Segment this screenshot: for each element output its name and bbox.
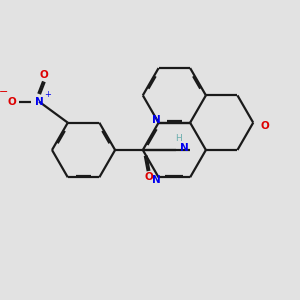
Text: H: H xyxy=(175,134,181,143)
Text: O: O xyxy=(260,121,269,130)
Text: +: + xyxy=(44,91,51,100)
Text: N: N xyxy=(35,97,44,107)
Text: N: N xyxy=(152,115,161,125)
Text: N: N xyxy=(152,175,161,185)
Text: −: − xyxy=(0,87,8,97)
Text: O: O xyxy=(8,97,17,107)
Text: N: N xyxy=(179,143,188,153)
Text: O: O xyxy=(144,172,153,182)
Text: O: O xyxy=(40,70,48,80)
